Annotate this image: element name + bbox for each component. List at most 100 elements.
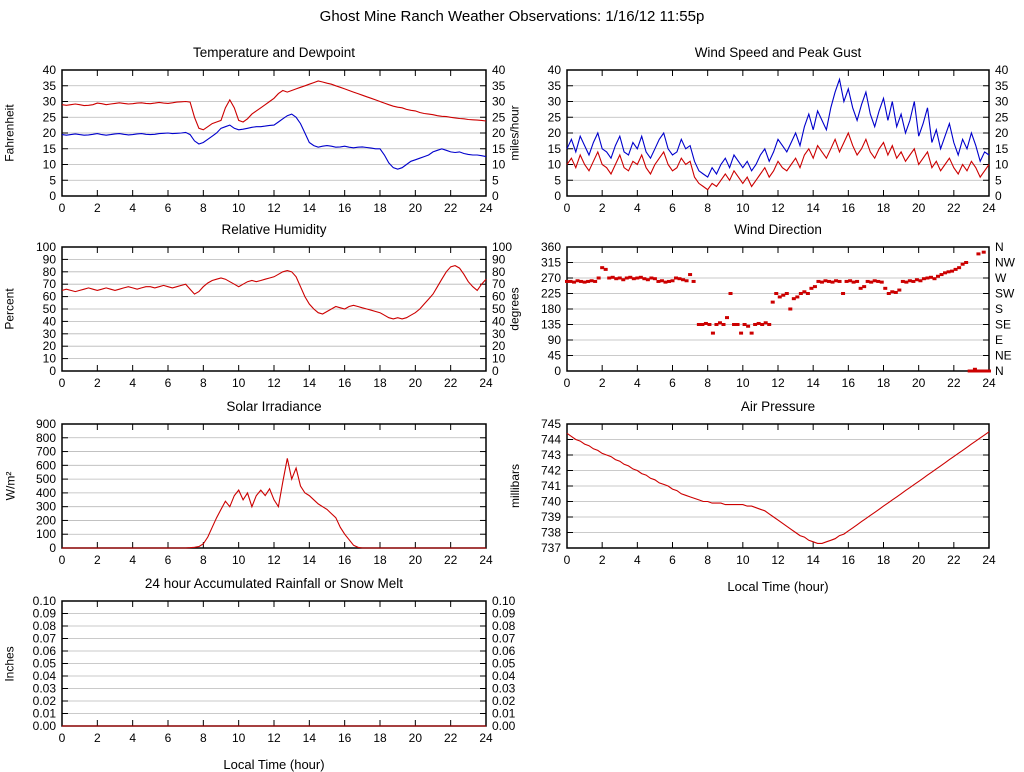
- svg-text:8: 8: [200, 731, 207, 745]
- svg-text:12: 12: [771, 376, 785, 390]
- svg-text:2: 2: [94, 553, 101, 567]
- svg-text:135: 135: [541, 318, 561, 332]
- svg-text:20: 20: [409, 201, 423, 215]
- chart-canvas: 0 2 4 6 8 10 12 14 16 18 20 22 240.00 0.000.01 0.010.0…: [33, 594, 516, 745]
- x-axis-label: Local Time (hour): [223, 757, 325, 772]
- svg-text:6: 6: [165, 553, 172, 567]
- svg-text:W: W: [995, 271, 1007, 285]
- svg-text:16: 16: [338, 201, 352, 215]
- svg-text:24: 24: [982, 553, 996, 567]
- svg-text:4: 4: [634, 553, 641, 567]
- svg-text:0.05: 0.05: [33, 657, 57, 671]
- svg-text:16: 16: [842, 553, 856, 567]
- svg-text:30: 30: [43, 95, 57, 109]
- svg-text:5: 5: [492, 173, 499, 187]
- svg-text:737: 737: [541, 541, 561, 555]
- svg-text:5: 5: [49, 173, 56, 187]
- svg-text:20: 20: [409, 731, 423, 745]
- svg-text:0: 0: [59, 201, 66, 215]
- svg-text:10: 10: [736, 376, 750, 390]
- svg-text:0: 0: [49, 189, 56, 203]
- svg-text:90: 90: [43, 252, 57, 266]
- svg-text:40: 40: [492, 314, 506, 328]
- svg-text:0.06: 0.06: [492, 644, 516, 658]
- chart-relative-humidity: Relative Humidity Percent 0 2 4 6 8 10 12 14 16 1…: [3, 222, 512, 390]
- svg-text:18: 18: [877, 201, 891, 215]
- svg-text:40: 40: [43, 63, 57, 77]
- svg-text:24: 24: [479, 376, 493, 390]
- svg-text:300: 300: [36, 500, 56, 514]
- svg-text:10: 10: [232, 201, 246, 215]
- svg-text:12: 12: [771, 553, 785, 567]
- svg-text:0: 0: [49, 364, 56, 378]
- svg-text:22: 22: [947, 201, 961, 215]
- y-axis-label-text: Percent: [3, 288, 18, 330]
- svg-text:2: 2: [599, 376, 606, 390]
- svg-text:24: 24: [982, 376, 996, 390]
- svg-text:0.04: 0.04: [33, 669, 57, 683]
- svg-text:745: 745: [541, 417, 561, 431]
- svg-text:10: 10: [736, 201, 750, 215]
- svg-text:22: 22: [444, 731, 458, 745]
- svg-text:4: 4: [129, 376, 136, 390]
- svg-text:18: 18: [373, 731, 387, 745]
- svg-text:6: 6: [165, 376, 172, 390]
- svg-text:6: 6: [669, 201, 676, 215]
- svg-text:14: 14: [303, 553, 317, 567]
- y-axis-label: Fahrenheit: [0, 70, 20, 196]
- svg-text:20: 20: [548, 126, 562, 140]
- svg-text:14: 14: [303, 376, 317, 390]
- svg-text:10: 10: [232, 553, 246, 567]
- svg-text:14: 14: [806, 201, 820, 215]
- svg-text:2: 2: [599, 201, 606, 215]
- svg-text:22: 22: [444, 376, 458, 390]
- svg-text:738: 738: [541, 526, 561, 540]
- plot-area: 0 2 4 6 8 10 12 14 16 18 20 22 24 0 100 200 300 400 500 600…: [36, 417, 493, 567]
- svg-text:100: 100: [492, 240, 512, 254]
- svg-text:20: 20: [409, 376, 423, 390]
- svg-text:25: 25: [492, 110, 506, 124]
- y-axis-label: millibars: [505, 424, 525, 548]
- svg-text:20: 20: [43, 126, 57, 140]
- svg-text:12: 12: [267, 201, 281, 215]
- svg-text:20: 20: [995, 126, 1009, 140]
- svg-text:N: N: [995, 364, 1004, 378]
- svg-text:0: 0: [492, 189, 499, 203]
- svg-text:900: 900: [36, 417, 56, 431]
- svg-text:25: 25: [43, 110, 57, 124]
- svg-text:12: 12: [267, 553, 281, 567]
- svg-text:18: 18: [373, 201, 387, 215]
- svg-text:16: 16: [338, 731, 352, 745]
- svg-text:4: 4: [129, 201, 136, 215]
- svg-text:2: 2: [94, 731, 101, 745]
- svg-text:0: 0: [59, 731, 66, 745]
- svg-text:50: 50: [492, 302, 506, 316]
- svg-text:200: 200: [36, 513, 56, 527]
- svg-text:6: 6: [669, 553, 676, 567]
- chart-accumulated-rainfall: 24 hour Accumulated Rainfall or Snow Mel…: [3, 576, 516, 772]
- chart-solar-irradiance: Solar Irradiance W/m² 0 2 4 6 8 10 12 14 16 18 20 2…: [3, 399, 493, 567]
- svg-text:180: 180: [541, 302, 561, 316]
- svg-text:0.10: 0.10: [492, 594, 516, 608]
- svg-text:700: 700: [36, 445, 56, 459]
- y-axis-label-text: W/m²: [3, 471, 17, 501]
- svg-text:40: 40: [43, 314, 57, 328]
- svg-text:0: 0: [554, 189, 561, 203]
- svg-text:0.03: 0.03: [492, 682, 516, 696]
- svg-text:0.01: 0.01: [33, 707, 57, 721]
- y-axis-label-text: degrees: [508, 287, 522, 331]
- svg-text:20: 20: [912, 553, 926, 567]
- svg-text:40: 40: [548, 63, 562, 77]
- chart-title: Air Pressure: [740, 399, 816, 414]
- svg-text:8: 8: [704, 553, 711, 567]
- plot-area: 0 2 4 6 8 10 12 14 16 18 20 22 24 0 0 5 5 10 10 15 15 20 20 25 2…: [548, 63, 1009, 215]
- svg-text:22: 22: [947, 376, 961, 390]
- svg-text:100: 100: [36, 527, 56, 541]
- svg-text:SW: SW: [995, 287, 1015, 301]
- svg-text:0.01: 0.01: [492, 707, 516, 721]
- svg-text:0: 0: [995, 189, 1002, 203]
- svg-text:20: 20: [912, 376, 926, 390]
